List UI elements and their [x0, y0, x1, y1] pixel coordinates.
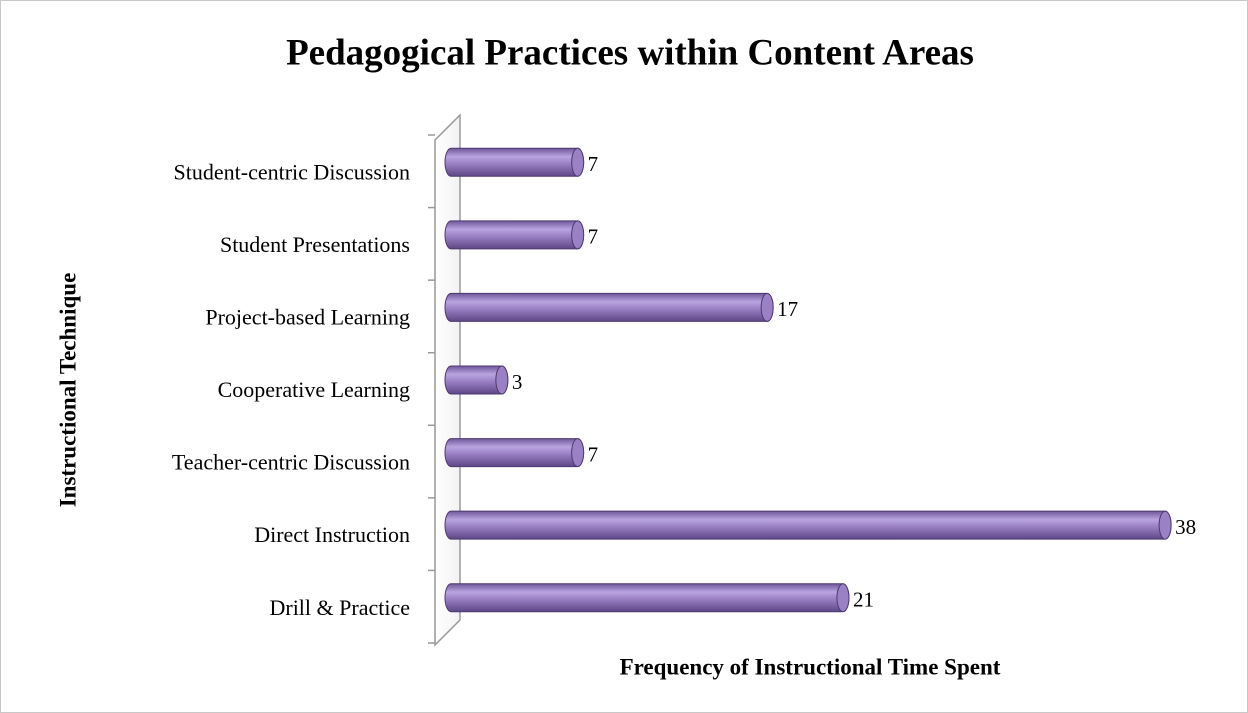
bar-cap [571, 220, 585, 250]
bar-cap [1158, 510, 1172, 540]
y-tick-label: Project-based Learning [205, 304, 410, 329]
bar [444, 292, 774, 322]
bar [444, 438, 585, 468]
bar [444, 220, 585, 250]
bar [444, 583, 850, 613]
bar [444, 365, 509, 395]
bar-body [444, 583, 850, 613]
data-label: 38 [1175, 515, 1196, 539]
data-label: 7 [588, 442, 599, 466]
y-tick-label: Teacher-centric Discussion [172, 450, 410, 475]
x-axis-label: Frequency of Instructional Time Spent [620, 654, 1001, 679]
bar [444, 510, 1172, 540]
bar-cap [571, 438, 585, 468]
y-tick-label: Student-centric Discussion [174, 159, 410, 184]
bar-cap [760, 292, 774, 322]
bar-cap [836, 583, 850, 613]
data-label: 7 [588, 152, 599, 176]
bar-body [444, 147, 585, 177]
bar-body [444, 220, 585, 250]
bar-body [444, 510, 1172, 540]
data-label: 17 [777, 297, 798, 321]
bar [444, 147, 585, 177]
data-label: 3 [512, 370, 522, 394]
chart-title: Pedagogical Practices within Content Are… [286, 32, 974, 73]
bar-cap [495, 365, 509, 395]
bar-cap [571, 147, 585, 177]
y-tick-label: Student Presentations [220, 232, 410, 257]
y-tick-label: Cooperative Learning [218, 377, 410, 402]
data-label: 7 [588, 225, 599, 249]
y-tick-label: Drill & Practice [269, 595, 410, 620]
data-label: 21 [853, 588, 874, 612]
y-tick-label: Direct Instruction [254, 522, 410, 547]
bar-body [444, 292, 774, 322]
bar-body [444, 438, 585, 468]
y-axis-label: Instructional Technique [55, 273, 80, 508]
